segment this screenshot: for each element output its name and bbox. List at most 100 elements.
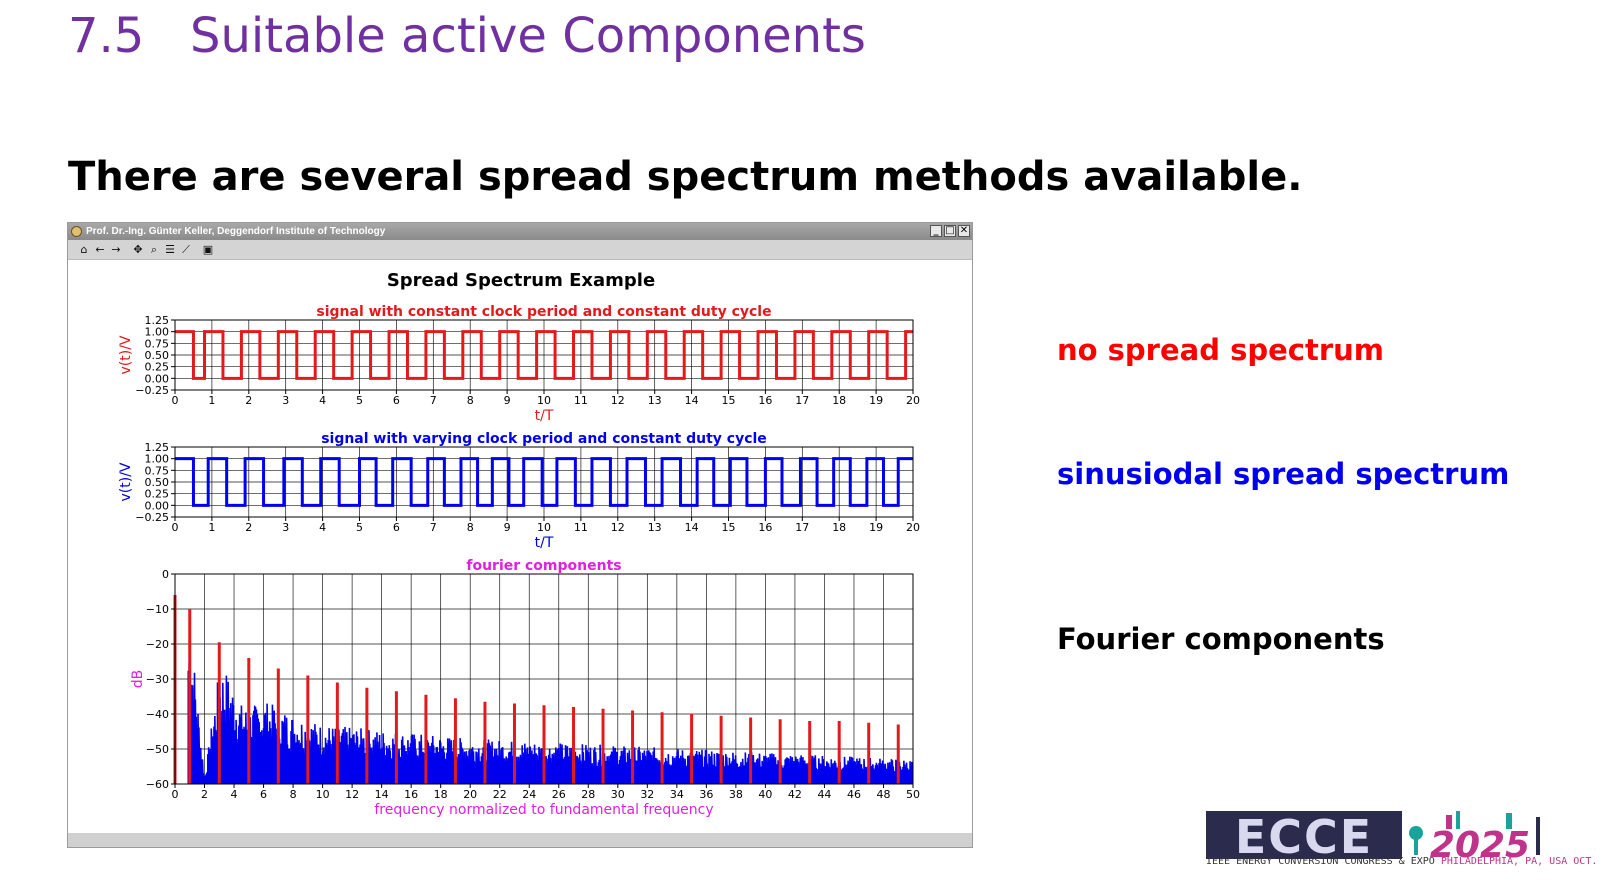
x-tick-label: 32 [640,788,654,801]
x-tick-label: 12 [611,521,625,534]
x-tick-label: 18 [832,394,846,407]
y-tick-label: 0.75 [145,337,170,350]
x-tick-label: 12 [345,788,359,801]
x-tick-label: 4 [231,788,238,801]
x-tick-label: 17 [795,394,809,407]
ecce-logo: ECCE 2025 [1206,810,1540,866]
x-tick-label: 16 [758,394,772,407]
x-tick-label: 8 [290,788,297,801]
x-tick-label: 2 [245,521,252,534]
app-icon [71,226,82,237]
x-tick-label: 12 [611,394,625,407]
x-tick-label: 1 [208,394,215,407]
y-tick-label: −60 [146,778,169,791]
x-tick-label: 24 [522,788,536,801]
x-tick-label: 18 [832,521,846,534]
x-tick-label: 14 [685,394,699,407]
x-tick-label: 20 [463,788,477,801]
x-tick-label: 40 [758,788,772,801]
y-axis-label: dB [130,670,146,689]
x-tick-label: 20 [906,394,920,407]
logo-year: 2025 [1430,825,1530,866]
logo-tagline: IEEE ENERGY CONVERSION CONGRESS & EXPO [1206,856,1435,867]
slide-number: 7.5 [68,8,145,64]
x-tick-label: 15 [722,521,736,534]
figure-title: Spread Spectrum Example [387,270,655,291]
x-axis-label: t/T [535,535,554,551]
x-tick-label: 7 [430,394,437,407]
figure-canvas: Spread Spectrum Example 0 1 2 3 4 5 6 7 8 9 10 11 12… [118,270,920,818]
x-tick-label: 14 [375,788,389,801]
axes-title: signal with varying clock period and con… [321,431,767,447]
pan-icon[interactable]: ✥ [133,242,143,256]
x-tick-label: 4 [319,521,326,534]
save-icon[interactable]: ▣ [202,242,214,256]
y-tick-label: −0.25 [135,384,169,397]
x-tick-label: 16 [758,521,772,534]
x-tick-label: 46 [847,788,861,801]
x-tick-label: 9 [504,521,511,534]
minimize-button[interactable]: _ [930,225,942,237]
back-icon[interactable]: ← [95,242,105,256]
x-tick-label: 42 [788,788,802,801]
y-tick-label: −10 [146,603,169,616]
y-tick-label: 1.25 [145,314,170,327]
home-icon[interactable]: ⌂ [80,242,88,256]
x-tick-label: 11 [574,394,588,407]
y-tick-label: −50 [146,743,169,756]
axes-2 [171,446,914,521]
x-tick-label: 38 [729,788,743,801]
x-tick-label: 48 [876,788,890,801]
x-tick-label: 0 [172,788,179,801]
x-tick-label: 2 [201,788,208,801]
x-tick-label: 10 [316,788,330,801]
axes-3 [171,573,914,788]
edit-axes-icon[interactable]: ⟋ [182,242,190,256]
slide-title-text: Suitable active Components [190,8,866,64]
x-axis-label: frequency normalized to fundamental freq… [374,802,713,818]
close-button[interactable]: ✕ [958,225,970,237]
forward-icon[interactable]: → [111,242,121,256]
y-tick-label: 0.00 [145,372,170,385]
y-tick-label: 0.25 [145,488,170,501]
axes-title: signal with constant clock period and co… [316,304,771,320]
x-tick-label: 11 [574,521,588,534]
x-tick-label: 5 [356,521,363,534]
y-tick-label: 0.50 [145,476,170,489]
logo-tagline-line: IEEE ENERGY CONVERSION CONGRESS & EXPO P… [1206,856,1604,867]
x-tick-label: 1 [208,521,215,534]
x-tick-label: 9 [504,394,511,407]
x-tick-label: 28 [581,788,595,801]
x-tick-label: 22 [493,788,507,801]
window-title: Prof. Dr.-Ing. Günter Keller, Deggendorf… [86,226,386,237]
x-tick-label: 34 [670,788,684,801]
slide-title: 7.5 Suitable active Components [68,8,866,64]
zoom-icon[interactable]: ⌕ [150,242,158,256]
maximize-button[interactable]: □ [944,225,956,237]
x-tick-label: 36 [699,788,713,801]
y-tick-label: −0.25 [135,511,169,524]
x-tick-label: 8 [467,521,474,534]
x-tick-label: 50 [906,788,920,801]
x-axis-label: t/T [535,408,554,424]
x-tick-label: 20 [906,521,920,534]
label-sinusoidal: sinusiodal spread spectrum [1057,457,1510,491]
y-tick-label: −30 [146,673,169,686]
y-tick-label: 1.00 [145,453,170,466]
y-axis-label: v(t)/V [118,462,134,501]
x-tick-label: 6 [260,788,267,801]
y-tick-label: −40 [146,708,169,721]
signal-line-1 [175,330,913,380]
y-tick-label: 0.50 [145,349,170,362]
x-tick-label: 13 [648,394,662,407]
window-titlebar[interactable]: Prof. Dr.-Ing. Günter Keller, Deggendorf… [68,223,972,240]
x-tick-label: 17 [795,521,809,534]
x-tick-label: 3 [282,521,289,534]
x-tick-label: 18 [434,788,448,801]
axes-1 [171,319,914,394]
configure-icon[interactable]: ☰ [165,242,175,256]
y-tick-label: 0 [162,568,169,581]
y-tick-label: 0.75 [145,464,170,477]
y-tick-label: 1.00 [145,326,170,339]
x-tick-label: 16 [404,788,418,801]
